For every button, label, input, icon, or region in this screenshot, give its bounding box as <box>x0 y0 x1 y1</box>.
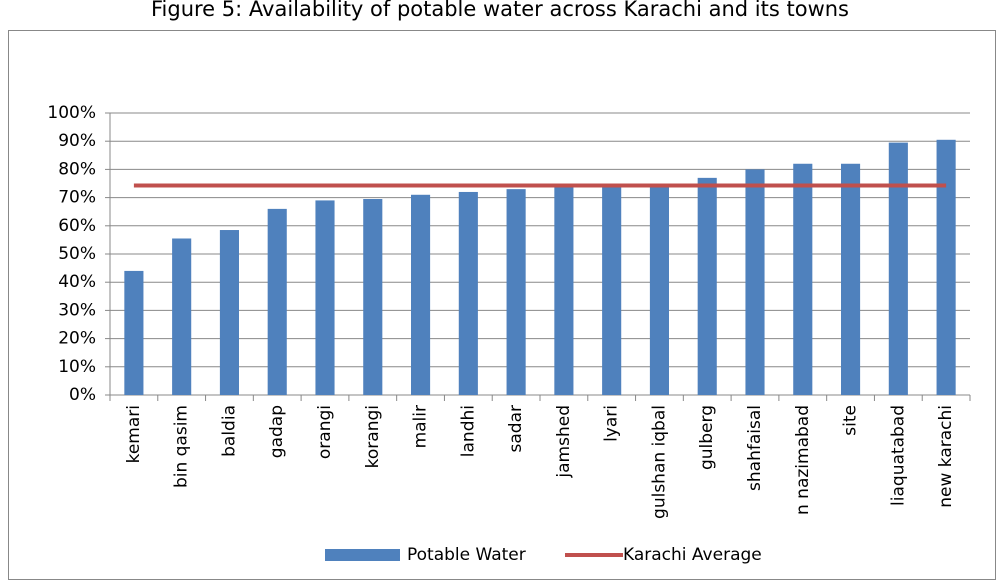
bar <box>315 200 335 395</box>
x-tick-label: gulshan iqbal <box>649 405 669 519</box>
bar <box>506 189 526 395</box>
bar <box>936 139 956 395</box>
bar <box>888 142 908 395</box>
x-tick-label: landhi <box>458 405 478 457</box>
x-tick-label: liaquatabad <box>888 405 908 506</box>
x-tick-label: shahfaisal <box>745 405 765 491</box>
bar <box>124 270 144 395</box>
x-tick-label: baldia <box>219 405 239 457</box>
y-tick-label: 100% <box>47 103 96 123</box>
x-tick-label: gadap <box>267 405 287 458</box>
bar <box>554 186 574 395</box>
bar <box>793 163 813 395</box>
y-tick-label: 60% <box>58 216 96 236</box>
x-tick-label: kemari <box>124 405 144 463</box>
x-tick-label: n nazimabad <box>793 405 813 515</box>
y-tick-label: 80% <box>58 159 96 179</box>
y-tick-label: 10% <box>58 357 96 377</box>
bar <box>697 177 717 395</box>
y-tick-label: 70% <box>58 188 96 208</box>
x-tick-label: korangi <box>363 405 383 468</box>
legend-label: Potable Water <box>407 545 526 565</box>
bar <box>602 186 622 395</box>
x-tick-label: lyari <box>602 405 622 442</box>
x-tick-label: gulberg <box>697 405 717 470</box>
x-tick-label: site <box>841 405 861 436</box>
y-tick-label: 90% <box>58 131 96 151</box>
bar <box>363 199 383 395</box>
y-tick-label: 20% <box>58 329 96 349</box>
bar <box>411 194 431 395</box>
x-tick-label: bin qasim <box>172 405 192 488</box>
y-tick-label: 40% <box>58 272 96 292</box>
bar <box>267 208 287 395</box>
bar <box>458 191 478 395</box>
x-tick-label: malir <box>411 405 431 448</box>
x-tick-label: orangi <box>315 405 335 459</box>
x-tick-label: sadar <box>506 405 526 452</box>
bar <box>841 163 861 395</box>
x-tick-label: new karachi <box>936 405 956 508</box>
bar <box>649 184 669 395</box>
bar <box>172 238 192 395</box>
x-tick-label: jamshed <box>554 405 574 479</box>
legend-label: Karachi Average <box>623 545 762 565</box>
bar <box>745 169 765 395</box>
legend-swatch <box>325 549 400 561</box>
bar <box>219 230 239 395</box>
y-tick-label: 50% <box>58 244 96 264</box>
y-tick-label: 30% <box>58 300 96 320</box>
y-tick-label: 0% <box>69 385 96 405</box>
chart-title: Figure 5: Availability of potable water … <box>151 0 849 21</box>
